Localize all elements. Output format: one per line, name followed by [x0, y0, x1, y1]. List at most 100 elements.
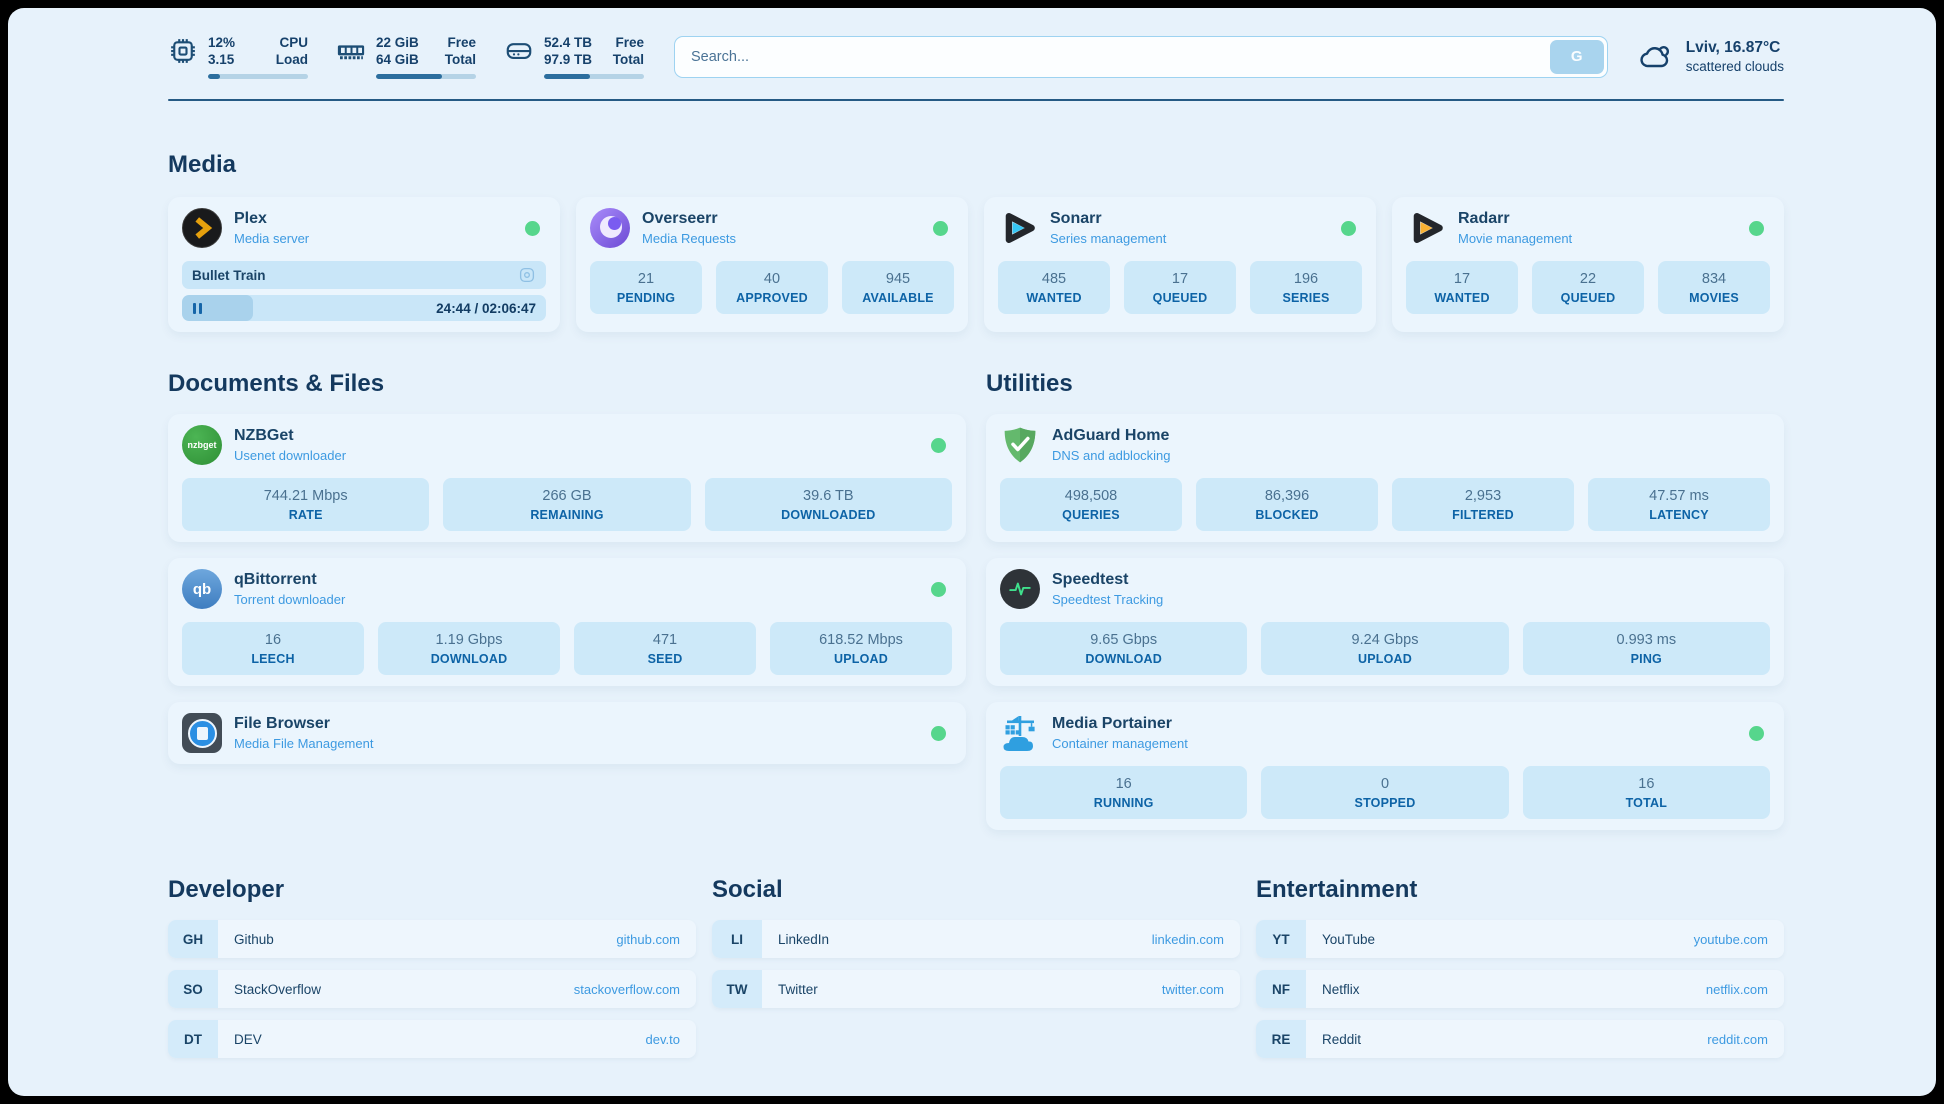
app-title: Media Portainer — [1052, 715, 1173, 732]
bookmark-abbr: RE — [1256, 1020, 1306, 1058]
app-card-adguard[interactable]: AdGuard Home DNS and adblocking 498,508 … — [986, 414, 1784, 542]
app-subtitle: Usenet downloader — [234, 448, 347, 463]
stat-wanted: 485 WANTED — [998, 261, 1110, 314]
system-stats: 12% 3.15 CPU Load — [168, 34, 644, 79]
bookmark-name: LinkedIn — [778, 931, 830, 947]
stat-download: 9.65 Gbps DOWNLOAD — [1000, 622, 1248, 675]
app-title: Overseerr — [642, 210, 718, 227]
status-online-dot — [1749, 725, 1764, 741]
bookmark-linkedin[interactable]: LI LinkedIn linkedin.com — [712, 920, 1240, 958]
ram-stat: 22 GiB 64 GiB Free Total — [336, 34, 476, 79]
disk-label-bottom: Total — [612, 52, 644, 67]
stat-series: 196 SERIES — [1250, 261, 1362, 314]
app-title: Sonarr — [1050, 210, 1102, 227]
bookmark-reddit[interactable]: RE Reddit reddit.com — [1256, 1020, 1784, 1058]
documents-column: Documents & Files nzbget NZBGet Usenet d… — [168, 370, 966, 764]
bookmark-name: Netflix — [1322, 981, 1360, 997]
app-subtitle: Speedtest Tracking — [1052, 592, 1164, 607]
stat-queries: 498,508 QUERIES — [1000, 478, 1182, 531]
header-divider — [168, 99, 1784, 101]
disk-total-value: 97.9 TB — [544, 52, 593, 67]
bookmark-abbr: LI — [712, 920, 762, 958]
app-card-radarr[interactable]: Radarr Movie management 17 WANTED 22 QUE… — [1392, 197, 1784, 332]
bookmark-group-developer: Developer GH Github github.com SO StackO… — [168, 876, 696, 1058]
portainer-icon — [1000, 713, 1040, 753]
ram-icon — [336, 36, 366, 66]
search-input[interactable] — [674, 35, 1608, 78]
app-subtitle: Container management — [1052, 736, 1188, 751]
stat-stopped: 0 STOPPED — [1261, 766, 1509, 819]
media-card-grid: Plex Media server Bullet Train 24:44 / 0… — [168, 197, 1784, 332]
bookmark-youtube[interactable]: YT YouTube youtube.com — [1256, 920, 1784, 958]
bookmark-netflix[interactable]: NF Netflix netflix.com — [1256, 970, 1784, 1008]
ram-progress-bar — [376, 74, 476, 79]
filebrowser-icon — [182, 713, 222, 753]
app-card-nzbget[interactable]: nzbget NZBGet Usenet downloader 744.21 M… — [168, 414, 966, 542]
app-card-plex[interactable]: Plex Media server Bullet Train 24:44 / 0… — [168, 197, 560, 332]
stat-running: 16 RUNNING — [1000, 766, 1248, 819]
section-title-developer: Developer — [168, 876, 285, 903]
status-online-dot — [1341, 220, 1356, 236]
status-online-dot — [933, 220, 948, 236]
app-title: Speedtest — [1052, 571, 1129, 588]
section-title-media: Media — [168, 151, 237, 178]
app-card-overseerr[interactable]: Overseerr Media Requests 21 PENDING 40 A… — [576, 197, 968, 332]
weather-condition: scattered clouds — [1685, 58, 1784, 74]
bookmark-url: twitter.com — [1161, 981, 1224, 997]
section-title-documents: Documents & Files — [168, 370, 385, 397]
qbittorrent-icon: qb — [182, 569, 222, 609]
app-card-filebrowser[interactable]: File Browser Media File Management — [168, 702, 966, 764]
bookmark-url: github.com — [616, 931, 680, 947]
app-title: Plex — [234, 210, 267, 227]
app-subtitle: Media Requests — [642, 231, 736, 246]
app-card-speedtest[interactable]: Speedtest Speedtest Tracking 9.65 Gbps D… — [986, 558, 1784, 686]
search-engine-button[interactable]: G — [1549, 39, 1604, 74]
status-online-dot — [931, 581, 946, 597]
bookmark-github[interactable]: GH Github github.com — [168, 920, 696, 958]
disk-stat: 52.4 TB 97.9 TB Free Total — [504, 34, 644, 79]
bookmark-dev[interactable]: DT DEV dev.to — [168, 1020, 696, 1058]
status-online-dot — [525, 220, 540, 236]
section-title-utilities: Utilities — [986, 370, 1073, 397]
stat-blocked: 86,396 BLOCKED — [1196, 478, 1378, 531]
weather-text: Lviv, 16.87°C scattered clouds — [1686, 38, 1784, 76]
app-subtitle: Series management — [1050, 231, 1167, 246]
cpu-load-value: 3.15 — [208, 52, 235, 67]
section-title-entertainment: Entertainment — [1256, 876, 1418, 903]
bookmark-group-social: Social LI LinkedIn linkedin.com TW Twitt… — [712, 876, 1240, 1058]
stat-available: 945 AVAILABLE — [842, 261, 954, 314]
cpu-label-bottom: Load — [275, 52, 308, 67]
session-disc-icon[interactable] — [518, 266, 536, 284]
overseerr-icon — [590, 208, 630, 248]
app-card-portainer[interactable]: Media Portainer Container management 16 … — [986, 702, 1784, 830]
bookmark-abbr: TW — [712, 970, 762, 1008]
stat-latency: 47.57 ms LATENCY — [1588, 478, 1770, 531]
sonarr-icon — [998, 208, 1038, 248]
app-subtitle: DNS and adblocking — [1052, 448, 1171, 463]
app-title: qBittorrent — [234, 571, 317, 588]
stat-downloaded: 39.6 TB DOWNLOADED — [704, 478, 952, 531]
bookmark-abbr: SO — [168, 970, 218, 1008]
bookmark-abbr: GH — [168, 920, 218, 958]
bookmark-name: Github — [234, 931, 274, 947]
bookmark-name: DEV — [234, 1031, 262, 1047]
ram-label-top: Free — [447, 35, 476, 50]
bookmark-abbr: NF — [1256, 970, 1306, 1008]
bookmark-twitter[interactable]: TW Twitter twitter.com — [712, 970, 1240, 1008]
stat-filtered: 2,953 FILTERED — [1392, 478, 1574, 531]
bookmark-name: Reddit — [1322, 1031, 1362, 1047]
bookmark-stackoverflow[interactable]: SO StackOverflow stackoverflow.com — [168, 970, 696, 1008]
bookmark-url: netflix.com — [1705, 981, 1768, 997]
search-bar: G — [674, 35, 1608, 78]
app-subtitle: Movie management — [1458, 231, 1573, 246]
cpu-icon — [168, 36, 198, 66]
app-card-sonarr[interactable]: Sonarr Series management 485 WANTED 17 Q… — [984, 197, 1376, 332]
now-playing-title-bar: Bullet Train — [182, 261, 546, 289]
ram-free-value: 22 GiB — [376, 35, 419, 50]
pause-icon — [193, 302, 202, 314]
dashboard-page: 12% 3.15 CPU Load — [8, 8, 1936, 1096]
bookmark-url: linkedin.com — [1151, 931, 1224, 947]
app-card-qbittorrent[interactable]: qb qBittorrent Torrent downloader 16 LEE… — [168, 558, 966, 686]
now-playing-progress-bar: 24:44 / 02:06:47 — [182, 295, 546, 321]
status-online-dot — [931, 725, 946, 741]
